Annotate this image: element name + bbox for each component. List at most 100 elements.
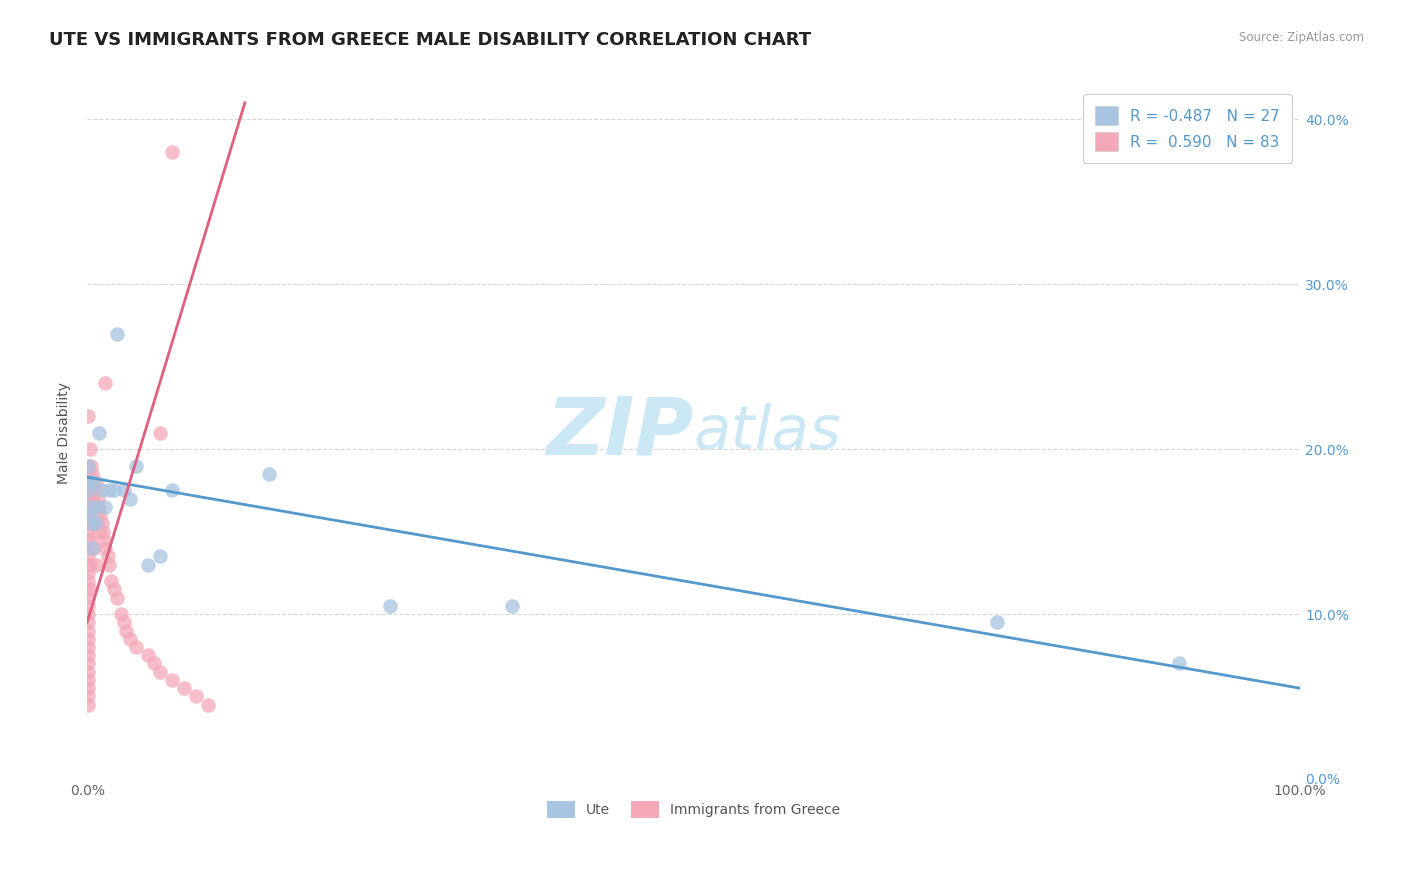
Point <box>112 615 135 630</box>
Point <box>97 549 120 564</box>
Point <box>83 483 105 498</box>
Point <box>90 516 112 531</box>
Point <box>77 681 100 696</box>
Point <box>77 665 100 679</box>
Point <box>77 409 100 424</box>
Point <box>82 475 104 489</box>
Legend: Ute, Immigrants from Greece: Ute, Immigrants from Greece <box>541 796 845 824</box>
Point <box>257 467 280 481</box>
Point <box>160 673 183 687</box>
Point <box>77 591 100 605</box>
Point <box>77 657 100 671</box>
Point <box>90 483 112 498</box>
Point <box>77 508 100 522</box>
Point <box>136 558 159 572</box>
Point <box>82 516 104 531</box>
Point <box>136 648 159 663</box>
Point <box>84 475 107 489</box>
Point <box>77 582 100 597</box>
Text: ZIP: ZIP <box>547 393 693 472</box>
Point <box>82 475 104 489</box>
Point <box>173 681 195 696</box>
Point <box>380 599 402 613</box>
Point <box>93 533 115 547</box>
Point <box>94 541 117 555</box>
Point <box>80 500 103 514</box>
Y-axis label: Male Disability: Male Disability <box>58 382 72 483</box>
Point <box>197 698 219 712</box>
Point <box>86 500 108 514</box>
Point <box>77 524 100 539</box>
Point <box>80 467 103 481</box>
Point <box>77 458 100 473</box>
Point <box>501 599 523 613</box>
Point <box>84 516 107 531</box>
Point <box>83 541 105 555</box>
Point <box>149 549 172 564</box>
Point <box>89 508 111 522</box>
Point <box>80 491 103 506</box>
Point <box>186 690 208 704</box>
Point <box>80 516 103 531</box>
Point <box>79 475 101 489</box>
Point <box>94 376 117 391</box>
Point <box>84 500 107 514</box>
Point <box>77 690 100 704</box>
Point <box>77 467 100 481</box>
Point <box>118 632 141 646</box>
Point <box>124 458 146 473</box>
Point <box>77 558 100 572</box>
Point <box>77 533 100 547</box>
Point <box>112 483 135 498</box>
Point <box>77 491 100 506</box>
Point <box>79 475 101 489</box>
Point <box>82 500 104 514</box>
Point <box>79 508 101 522</box>
Point <box>107 326 129 341</box>
Text: UTE VS IMMIGRANTS FROM GREECE MALE DISABILITY CORRELATION CHART: UTE VS IMMIGRANTS FROM GREECE MALE DISAB… <box>49 31 811 49</box>
Point <box>142 657 165 671</box>
Point <box>80 491 103 506</box>
Point <box>77 607 100 621</box>
Point <box>118 491 141 506</box>
Point <box>80 508 103 522</box>
Point <box>77 698 100 712</box>
Point <box>80 458 103 473</box>
Point <box>149 665 172 679</box>
Point <box>89 425 111 440</box>
Point <box>87 491 110 506</box>
Point <box>77 624 100 638</box>
Point <box>79 508 101 522</box>
Point <box>986 615 1008 630</box>
Point <box>124 640 146 654</box>
Point <box>107 591 129 605</box>
Point <box>80 483 103 498</box>
Point <box>77 500 100 514</box>
Point <box>103 483 125 498</box>
Point <box>149 425 172 440</box>
Point <box>94 500 117 514</box>
Point <box>98 558 121 572</box>
Point <box>115 624 138 638</box>
Point <box>77 458 100 473</box>
Text: atlas: atlas <box>693 403 842 462</box>
Point <box>79 582 101 597</box>
Point <box>77 475 100 489</box>
Point <box>77 632 100 646</box>
Point <box>160 145 183 160</box>
Point <box>77 483 100 498</box>
Point <box>87 516 110 531</box>
Point <box>77 516 100 531</box>
Text: Source: ZipAtlas.com: Source: ZipAtlas.com <box>1239 31 1364 45</box>
Point <box>79 558 101 572</box>
Point <box>160 483 183 498</box>
Point <box>91 524 114 539</box>
Point <box>77 640 100 654</box>
Point <box>77 541 100 555</box>
Point <box>103 582 125 597</box>
Point <box>89 500 111 514</box>
Point <box>77 549 100 564</box>
Point <box>77 648 100 663</box>
Point <box>77 615 100 630</box>
Point <box>86 508 108 522</box>
